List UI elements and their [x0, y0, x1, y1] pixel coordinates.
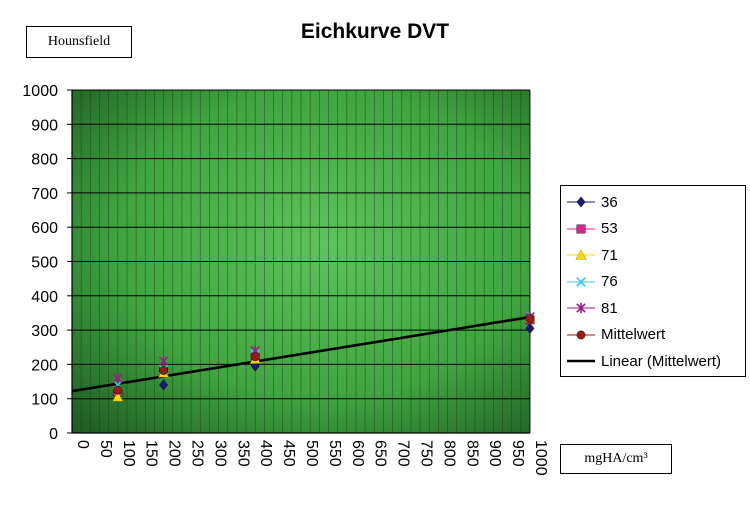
x-tick-label: 150: [143, 440, 160, 467]
y-tick-label: 400: [31, 289, 58, 306]
legend: 36 53 71 76 81 Mittelwert Linear (Mittelwert): [560, 185, 746, 377]
legend-marker: [576, 330, 586, 339]
trendline: [71, 315, 531, 393]
x-tick-label: 350: [234, 440, 251, 467]
y-axis-label: Hounsfield: [26, 26, 132, 58]
legend-marker: [576, 196, 586, 208]
legend-marker: [576, 224, 586, 233]
x-tick-label: 250: [189, 440, 206, 467]
x-tick-label: 900: [486, 440, 503, 467]
legend-label: 76: [601, 273, 618, 290]
data-points: [112, 311, 536, 402]
x-tick-label: 800: [440, 440, 457, 467]
x-axis-label: mgHA/cm³: [560, 444, 672, 474]
legend-symbol: [567, 359, 595, 363]
y-tick-label: 1000: [22, 83, 58, 100]
legend-symbol: [567, 302, 595, 314]
legend-label: 53: [601, 220, 618, 237]
legend-label: Mittelwert: [601, 326, 666, 343]
legend-label: 36: [601, 193, 618, 211]
x-tick-label: 750: [418, 440, 435, 467]
legend-label: 81: [601, 299, 618, 317]
data-point-series-mittelwert: [113, 385, 123, 395]
data-point-series-mittelwert: [250, 352, 260, 362]
legend-symbol: [567, 249, 595, 260]
y-tick-label: 200: [31, 357, 58, 374]
legend-label: Linear (Mittelwert): [601, 352, 722, 370]
y-tick-label: 900: [31, 117, 58, 134]
x-tick-label: 50: [97, 440, 114, 458]
data-point-series-71: [112, 391, 124, 402]
legend-marker: [576, 276, 586, 287]
y-tick-labels: 0 100 200 300 400 500 600 700 800 900 1000: [22, 83, 72, 443]
y-tick-label: 700: [31, 186, 58, 203]
data-point-series-mittelwert: [159, 366, 169, 375]
x-tick-label: 300: [211, 440, 228, 467]
x-tick-label: 950: [509, 440, 526, 467]
legend-item: 71: [561, 243, 745, 267]
legend-item: 53: [561, 217, 745, 241]
x-tick-label: 200: [166, 440, 183, 467]
legend-item: 36: [561, 190, 745, 214]
legend-item: 76: [561, 270, 745, 294]
x-tick-label: 450: [280, 440, 297, 467]
y-tick-label: 500: [31, 255, 58, 272]
legend-symbol: [567, 330, 595, 339]
legend-symbol: [567, 196, 595, 208]
y-tick-label: 300: [31, 323, 58, 340]
x-tick-label: 650: [372, 440, 389, 467]
legend-marker: [575, 249, 587, 260]
legend-symbol: [567, 276, 595, 287]
legend-item: 81: [561, 296, 745, 320]
x-tick-label: 1000: [532, 440, 549, 476]
data-point-series-81: [158, 355, 169, 367]
x-tick-labels: 0 50 100 150 200 250 300 350 400 450 500 550 600 650 7…: [74, 440, 549, 476]
x-tick-label: 100: [120, 440, 137, 467]
x-tick-label: 400: [257, 440, 274, 467]
x-tick-label: 850: [463, 440, 480, 467]
y-tick-label: 0: [49, 426, 58, 443]
x-tick-label: 700: [395, 440, 412, 467]
x-tick-label: 500: [303, 440, 320, 467]
x-tick-label: 0: [74, 440, 91, 449]
legend-item: Mittelwert: [561, 323, 745, 347]
x-tick-label: 550: [326, 440, 343, 467]
data-point-series-36: [159, 379, 169, 391]
y-tick-label: 600: [31, 220, 58, 237]
y-tick-label: 800: [31, 152, 58, 169]
legend-symbol: [567, 224, 595, 233]
legend-marker: [576, 302, 586, 314]
chart-title: Eichkurve DVT: [300, 20, 450, 43]
x-tick-label: 600: [349, 440, 366, 467]
data-point-series-36: [525, 322, 535, 334]
trendline-group: [71, 315, 531, 393]
legend-item: Linear (Mittelwert): [561, 349, 745, 373]
y-tick-label: 100: [31, 392, 58, 409]
data-point-series-mittelwert: [525, 314, 535, 324]
legend-label: 71: [601, 246, 618, 264]
data-point-series-81: [113, 372, 123, 384]
